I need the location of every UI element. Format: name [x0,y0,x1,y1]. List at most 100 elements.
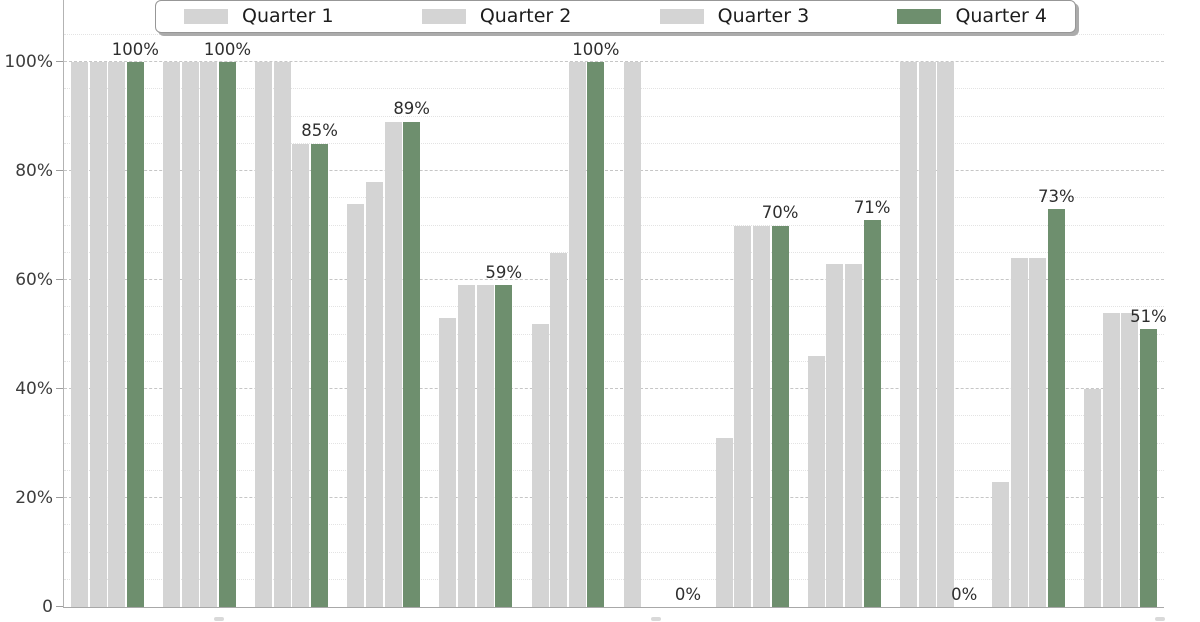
bar-quarter-1-group-1 [71,62,88,607]
minor-gridline [64,115,1164,117]
bar-value-label: 85% [301,121,338,141]
major-gridline [64,497,1164,498]
bar-quarter-2-group-11 [1010,258,1028,607]
bar-value-label: 100% [203,39,252,59]
y-tick-mark [56,61,63,62]
bar-value-label: 89% [393,99,430,119]
bar-quarter-4-group-1 [126,62,144,607]
clipped-x-tick-label-fragment [214,617,224,621]
minor-gridline [64,306,1164,308]
bar-value-label: 71% [853,197,891,217]
bar-quarter-2-group-12 [1102,312,1120,607]
bar-quarter-4-group-9 [863,220,881,607]
minor-gridline [64,469,1164,471]
legend-swatch-quarter-1 [184,9,228,24]
legend-label: Quarter 4 [955,5,1047,27]
bar-value-label: 70% [761,203,799,222]
bar-quarter-1-group-11 [992,481,1009,607]
minor-gridline [64,333,1164,335]
bar-quarter-3-group-8 [752,225,770,607]
bar-quarter-1-group-10 [899,62,917,607]
minor-gridline [64,88,1164,90]
y-tick-mark [56,170,63,171]
y-tick-label-60: 60% [15,270,53,290]
legend-swatch-quarter-2 [421,9,466,24]
legend-label: Quarter 2 [479,5,572,27]
bar-quarter-2-group-1 [89,62,107,607]
y-tick-label-0: 0 [42,597,53,617]
legend-item-quarter-4: Quarter 4 [897,7,1047,26]
bar-quarter-4-group-12 [1139,329,1157,607]
y-tick-label-20: 20% [15,488,53,508]
y-tick-label-80: 80% [15,161,53,181]
bar-quarter-2-group-3 [273,62,291,607]
minor-gridline [64,578,1164,580]
bar-value-label: 73% [1038,186,1075,206]
y-tick-mark [56,279,63,280]
bar-quarter-1-group-6 [531,323,549,607]
bar-quarter-3-group-11 [1029,258,1047,607]
major-gridline [64,388,1164,389]
minor-gridline [64,360,1164,362]
bar-quarter-3-group-1 [108,62,126,607]
bar-quarter-4-group-2 [218,62,236,607]
bar-quarter-1-group-5 [439,318,457,607]
bar-quarter-3-group-10 [937,62,955,607]
minor-gridline [64,524,1164,526]
bar-quarter-2-group-8 [734,225,752,607]
bar-quarter-1-group-12 [1084,389,1102,607]
clipped-x-tick-label-fragment [651,617,661,621]
minor-gridline [64,251,1164,253]
y-tick-label-40: 40% [15,379,53,399]
bar-quarter-4-group-6 [587,62,605,607]
bar-quarter-1-group-9 [807,356,825,607]
minor-gridline [64,415,1164,417]
bar-quarter-3-group-9 [845,263,863,607]
bar-quarter-4-group-8 [771,225,789,607]
bar-quarter-1-group-3 [255,62,273,607]
bar-quarter-3-group-6 [568,62,586,607]
bar-value-label: 0% [951,584,978,604]
bar-quarter-3-group-4 [384,121,402,607]
minor-gridline [64,33,1164,35]
bar-quarter-3-group-3 [292,143,310,607]
bar-quarter-2-group-10 [918,62,936,607]
minor-gridline [64,224,1164,226]
bar-quarter-2-group-5 [458,285,476,607]
plot-area: 100% 100% 85% 89% 59% 100% 0% 70% 71% 0% 73% 51% [63,0,1167,608]
clipped-x-tick-label-fragment [1155,617,1165,621]
major-gridline [64,61,1164,62]
legend-label: Quarter 1 [242,5,334,27]
y-tick-mark [56,388,63,389]
bar-quarter-3-group-12 [1121,312,1139,607]
minor-gridline [64,197,1164,199]
major-gridline [64,170,1164,171]
bar-quarter-2-group-2 [181,62,199,607]
legend-item-quarter-1: Quarter 1 [184,7,334,26]
legend-label: Quarter 3 [717,5,810,27]
y-tick-mark [56,497,63,498]
bar-value-label: 51% [1130,306,1167,326]
bar-value-label: 59% [485,262,523,282]
bar-quarter-2-group-9 [826,263,844,607]
bar-quarter-2-group-6 [550,252,568,607]
legend: Quarter 1 Quarter 2 Quarter 3 Quarter 4 [155,0,1076,33]
bar-quarter-2-group-4 [365,181,383,607]
bar-quarter-1-group-8 [715,438,733,607]
bar-quarter-4-group-3 [311,143,329,607]
legend-item-quarter-2: Quarter 2 [421,5,572,27]
bar-value-label: 100% [572,39,620,59]
y-tick-label-100: 100% [4,52,53,72]
legend-swatch-quarter-4 [897,9,942,24]
bar-quarter-3-group-5 [476,285,494,607]
bar-quarter-4-group-11 [1047,209,1065,607]
bar-quarter-1-group-7 [623,62,641,607]
minor-gridline [64,551,1164,553]
major-gridline [64,279,1164,280]
bar-value-label: 0% [674,584,702,604]
bar-quarter-1-group-2 [163,62,181,607]
minor-gridline [64,442,1164,444]
legend-item-quarter-3: Quarter 3 [659,5,810,27]
bar-quarter-4-group-5 [495,285,513,607]
